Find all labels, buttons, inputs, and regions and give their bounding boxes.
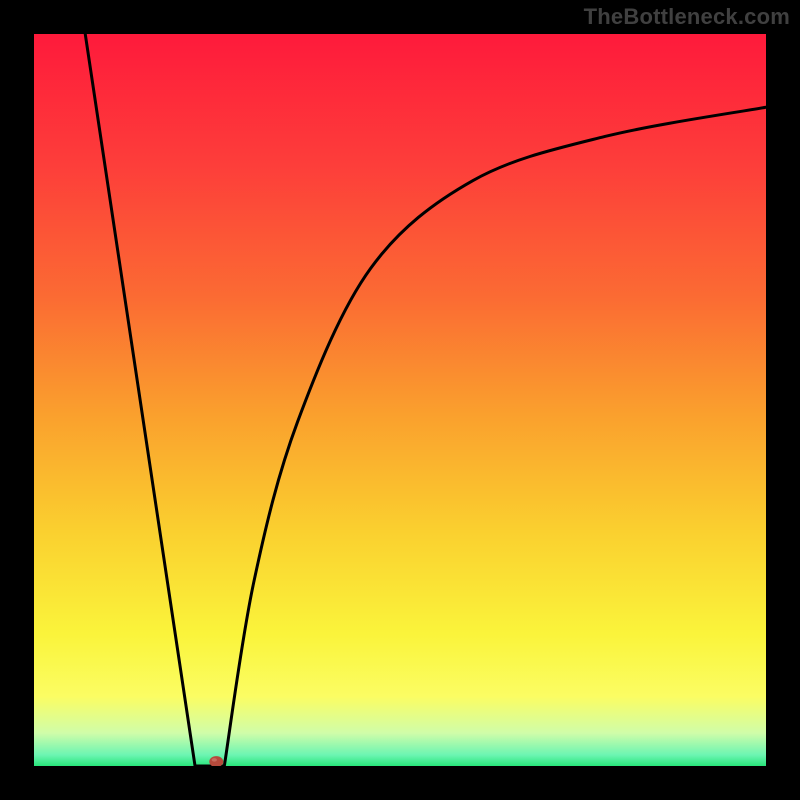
plot-svg bbox=[34, 34, 766, 766]
gradient-background bbox=[34, 34, 766, 766]
chart-frame: TheBottleneck.com bbox=[0, 0, 800, 800]
plot-area bbox=[34, 34, 766, 766]
watermark-text: TheBottleneck.com bbox=[584, 4, 790, 30]
